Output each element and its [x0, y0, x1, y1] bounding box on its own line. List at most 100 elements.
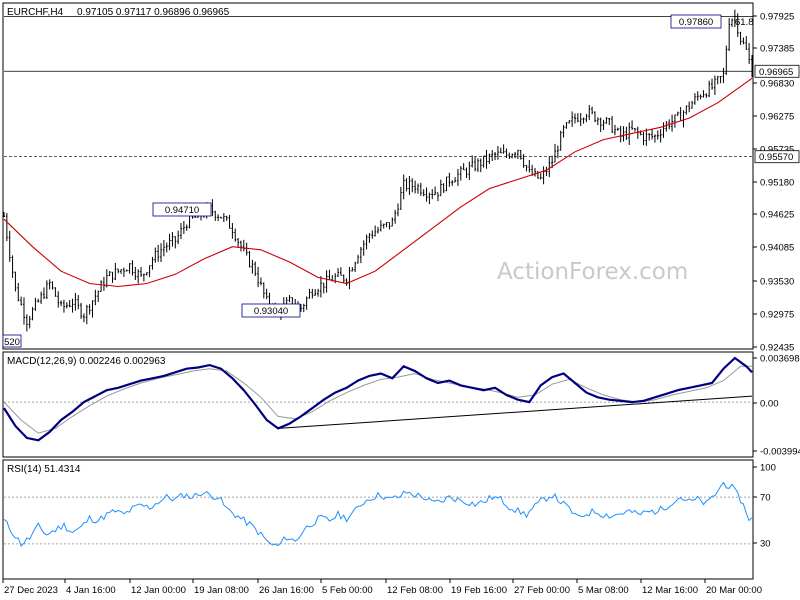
candle [74, 293, 76, 311]
candle [288, 295, 290, 302]
candle [77, 295, 79, 309]
candle [665, 121, 667, 132]
rsi-panel[interactable] [3, 460, 753, 579]
price-tick-label: 0.92975 [760, 310, 794, 321]
candle [180, 223, 182, 239]
rsi-title: RSI(14) 51.4314 [7, 464, 81, 475]
price-tick-label: 0.94085 [760, 243, 794, 254]
candle [588, 105, 590, 120]
candle [351, 267, 353, 271]
candle [40, 292, 42, 304]
candle [69, 300, 71, 307]
candle [109, 271, 111, 276]
candle [725, 46, 727, 75]
candle [151, 257, 153, 270]
candle [371, 230, 373, 238]
candle [500, 148, 502, 153]
candle [654, 134, 656, 142]
candle [571, 111, 573, 126]
candle [340, 267, 342, 275]
candle [634, 128, 636, 131]
candle [337, 268, 339, 277]
candle [417, 183, 419, 193]
candle [374, 225, 376, 236]
candle [431, 189, 433, 199]
candle [134, 267, 136, 280]
candle [457, 169, 459, 186]
candle [451, 180, 453, 186]
candle [254, 262, 256, 276]
macd-tick-label: 0.003698 [760, 354, 800, 365]
candle [111, 272, 113, 283]
candle [471, 155, 473, 167]
candle [503, 144, 505, 153]
candle [454, 177, 456, 182]
price-tick-label: 0.96830 [760, 79, 794, 90]
level-tag-label-0: 0.96965 [759, 67, 793, 78]
candle [354, 262, 356, 272]
candle [574, 113, 576, 123]
macd-tick-label: 0.00 [760, 399, 779, 410]
candle [240, 241, 242, 252]
price-tick-label: 0.97385 [760, 44, 794, 55]
candle [80, 303, 82, 319]
time-tick-label: 12 Mar 16:00 [642, 585, 698, 596]
macd-line [4, 358, 752, 440]
candle [126, 269, 128, 271]
candle [157, 245, 159, 262]
candle [491, 150, 493, 161]
candle [583, 118, 585, 124]
candle [448, 173, 450, 187]
level-tag-label-1: 0.95570 [759, 152, 793, 163]
candle [674, 115, 676, 128]
header-ohlc: 0.97105 0.97117 0.96896 0.96965 [77, 7, 230, 18]
candle [140, 267, 142, 277]
time-tick-label: 5 Feb 00:00 [322, 585, 373, 596]
candle [560, 131, 562, 151]
rsi-tick-label: 30 [760, 539, 771, 550]
candle [383, 224, 385, 229]
candle [363, 240, 365, 255]
candle [645, 129, 647, 146]
candle [388, 222, 390, 229]
candle [29, 316, 31, 328]
macd-title: MACD(12,26,9) 0.002246 0.002963 [7, 356, 166, 367]
candle [83, 313, 85, 322]
candle [485, 150, 487, 169]
macd-panel[interactable] [3, 352, 753, 457]
candle [411, 178, 413, 192]
candle [525, 165, 527, 172]
candle [460, 166, 462, 181]
candle [705, 93, 707, 98]
candle [545, 167, 547, 176]
candle [308, 289, 310, 299]
candle [186, 224, 188, 230]
candle [480, 158, 482, 172]
candle [100, 280, 102, 291]
candle [169, 234, 171, 250]
candle [9, 231, 11, 262]
candle [474, 157, 476, 171]
candle [386, 222, 388, 227]
candle [166, 242, 168, 252]
candle [26, 314, 28, 331]
candle [702, 90, 704, 97]
candle [523, 154, 525, 168]
candle [446, 177, 448, 191]
candle [317, 289, 319, 297]
candle [394, 210, 396, 224]
candle [694, 93, 696, 105]
candle [728, 18, 730, 51]
candle [631, 120, 633, 129]
candle [722, 68, 724, 83]
price-panel[interactable] [3, 3, 753, 349]
time-tick-label: 26 Jan 16:00 [259, 585, 314, 596]
candle [608, 118, 610, 125]
candle [440, 180, 442, 196]
candle [603, 120, 605, 130]
candle [89, 304, 91, 314]
candle [697, 91, 699, 101]
candle [691, 101, 693, 109]
time-tick-label: 27 Feb 00:00 [514, 585, 570, 596]
